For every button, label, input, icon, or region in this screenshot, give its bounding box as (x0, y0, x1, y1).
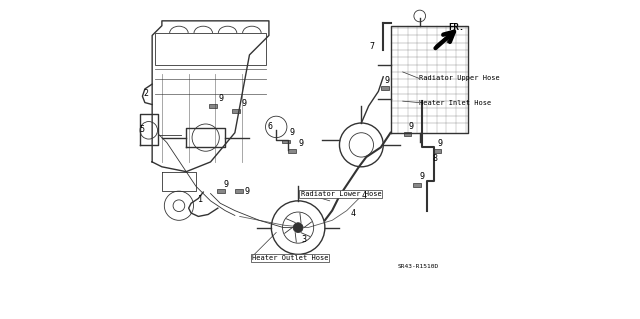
Text: 9: 9 (298, 139, 303, 148)
Text: SR43-R1510D: SR43-R1510D (398, 264, 439, 269)
Polygon shape (413, 183, 421, 187)
Text: 8: 8 (433, 154, 438, 163)
Text: 9: 9 (438, 139, 443, 148)
Polygon shape (289, 149, 296, 153)
Polygon shape (404, 132, 412, 136)
Text: 6: 6 (268, 122, 273, 131)
Text: 9: 9 (223, 180, 228, 189)
Polygon shape (433, 149, 441, 153)
Text: 9: 9 (244, 187, 250, 196)
Text: FR.: FR. (448, 23, 464, 32)
Polygon shape (218, 189, 225, 193)
Polygon shape (282, 139, 290, 144)
Polygon shape (381, 86, 388, 90)
Text: 5: 5 (139, 125, 144, 134)
Text: 4: 4 (362, 191, 366, 200)
Polygon shape (235, 189, 243, 193)
Circle shape (293, 223, 303, 233)
Text: Radiator Lower Hose: Radiator Lower Hose (301, 190, 381, 197)
Text: Radiator Upper Hose: Radiator Upper Hose (419, 75, 499, 81)
Text: Heater Outlet Hose: Heater Outlet Hose (252, 255, 328, 261)
Polygon shape (232, 109, 240, 113)
Text: 9: 9 (290, 128, 295, 137)
Text: 9: 9 (408, 122, 413, 131)
Text: 3: 3 (301, 235, 307, 244)
Text: 9: 9 (241, 99, 246, 108)
Text: 4: 4 (350, 209, 355, 219)
Text: 9: 9 (384, 76, 389, 85)
Text: 2: 2 (144, 89, 149, 98)
Text: 9: 9 (219, 94, 224, 103)
Text: 7: 7 (369, 42, 374, 51)
Text: 1: 1 (198, 195, 204, 204)
Polygon shape (209, 104, 217, 108)
Text: 9: 9 (420, 172, 425, 181)
Text: Heater Inlet Hose: Heater Inlet Hose (419, 100, 491, 106)
